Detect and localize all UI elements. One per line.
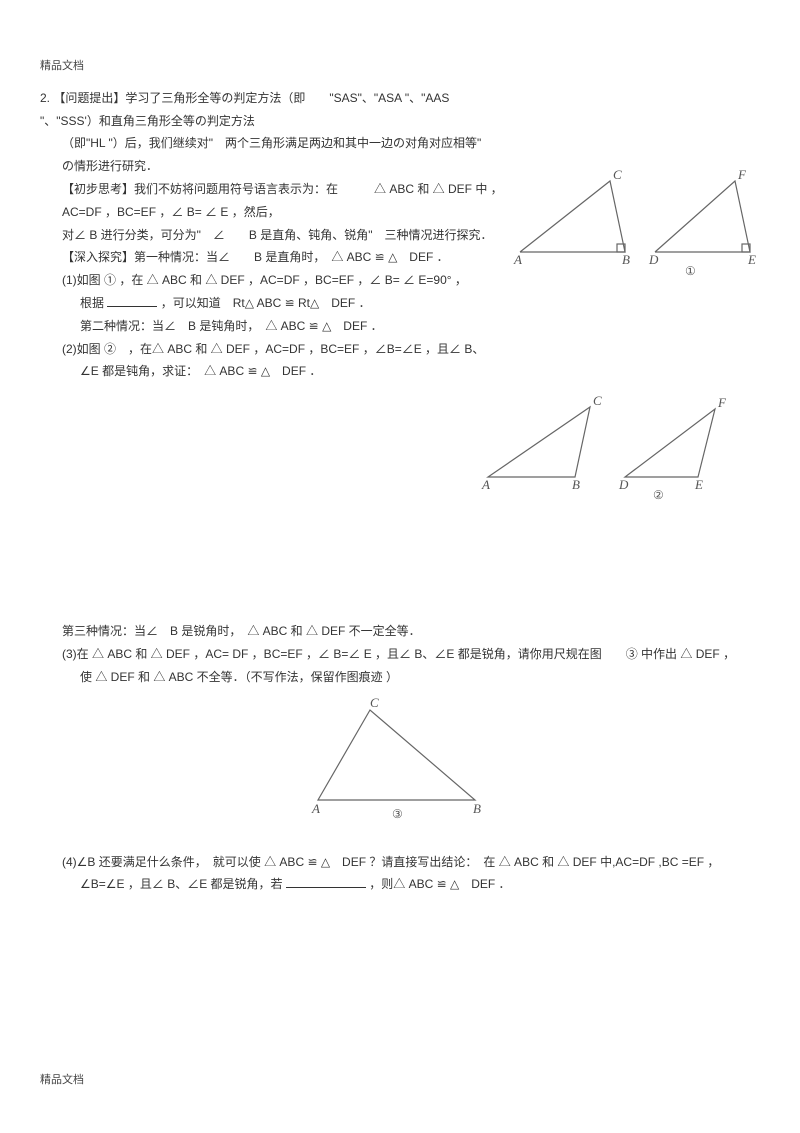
blank-2 (286, 875, 366, 888)
part-4c: ，则△ ABC ≌ △ DEF ． (369, 877, 510, 891)
fig2-F: F (717, 395, 727, 410)
title-text: 【问题提出】学习了三角形全等の判定方法（即 "SAS"、"ASA "、"AAS … (40, 91, 449, 128)
case-2: 第二种情况：当∠ B 是钝角时， △ ABC ≌ △ DEF ． (40, 315, 760, 338)
part-2a: (2)如图 ② ，在△ ABC 和 △ DEF ，AC=DF ，BC=EF ，∠… (40, 338, 760, 361)
page-header: 精品文档 (40, 56, 760, 77)
fig2-C: C (593, 393, 602, 408)
fig1-B: B (622, 252, 630, 267)
fig2-E: E (694, 477, 703, 492)
fig1-C: C (613, 167, 622, 182)
page-footer: 精品文档 (40, 1071, 84, 1087)
fig1-num: ① (685, 264, 696, 277)
fig2-num: ② (653, 488, 664, 502)
part-4b: ∠B=∠E ，且∠ B、∠E 都是锐角，若 ，则△ ABC ≌ △ DEF ． (40, 873, 760, 896)
fig1-D: D (648, 252, 659, 267)
fig1-A: A (513, 252, 522, 267)
problem-number: 2. (40, 91, 50, 105)
part-1b: 根据 ，可以知道 Rt△ ABC ≌ Rt△ DEF ． (40, 292, 760, 315)
part-2b: ∠E 都是钝角，求证： △ ABC ≌ △ DEF ． (40, 360, 760, 383)
part-1c: ，可以知道 Rt△ ABC ≌ Rt△ DEF ． (161, 296, 371, 310)
figure-2: A B C D E F ② (40, 389, 760, 504)
part-1b-prefix: 根据 (80, 296, 104, 310)
case-3: 第三种情况：当∠ B 是锐角时， △ ABC 和 △ DEF 不一定全等． (40, 620, 760, 643)
part-3b: 使 △ DEF 和 △ ABC 不全等．（不写作法，保留作图痕迹 ） (40, 666, 760, 689)
figure-3: A B C ③ (40, 695, 760, 825)
blank-1 (107, 294, 157, 307)
fig2-D: D (618, 477, 629, 492)
part-4b-prefix: ∠B=∠E ，且∠ B、∠E 都是锐角，若 (80, 877, 283, 891)
fig3-C: C (370, 695, 379, 710)
part-4a: (4)∠B 还要满足什么条件， 就可以使 △ ABC ≌ △ DEF ？请直接写… (40, 851, 760, 874)
part-3a: (3)在 △ ABC 和 △ DEF ，AC= DF ，BC=EF ，∠ B=∠… (40, 643, 760, 666)
fig2-B: B (572, 477, 580, 492)
fig1-E: E (747, 252, 756, 267)
fig1-F: F (737, 167, 747, 182)
problem-title: 2. 【问题提出】学习了三角形全等の判定方法（即 "SAS"、"ASA "、"A… (40, 87, 760, 133)
fig2-A: A (481, 477, 490, 492)
fig3-B: B (473, 801, 481, 816)
figure-1: A B C D E F ① (510, 167, 760, 277)
fig3-num: ③ (392, 807, 403, 821)
fig3-A: A (311, 801, 320, 816)
